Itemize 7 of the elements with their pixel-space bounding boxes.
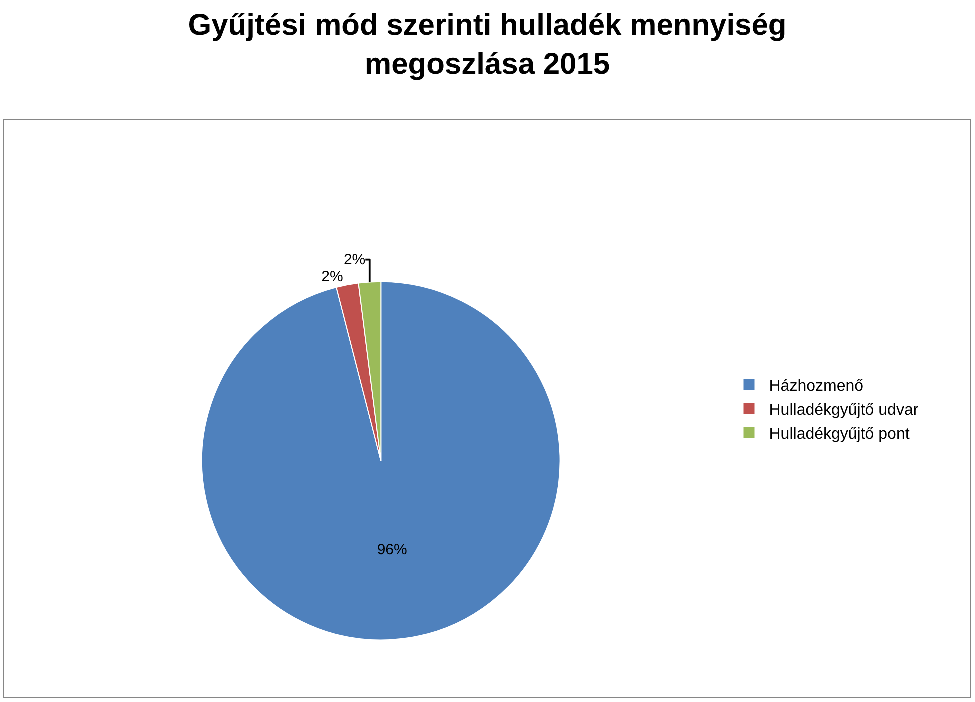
chart-title: Gyűjtési mód szerinti hulladék mennyiség megoszlása 2015 (188, 9, 787, 82)
legend-label: Hulladékgyűjtő pont (769, 426, 910, 443)
legend-label: Hulladékgyűjtő udvar (769, 402, 920, 419)
data-label: 2% (344, 251, 366, 268)
data-label: 2% (322, 268, 344, 286)
legend-label: Házhozmenő (769, 378, 864, 396)
data-label: 96% (377, 541, 408, 558)
